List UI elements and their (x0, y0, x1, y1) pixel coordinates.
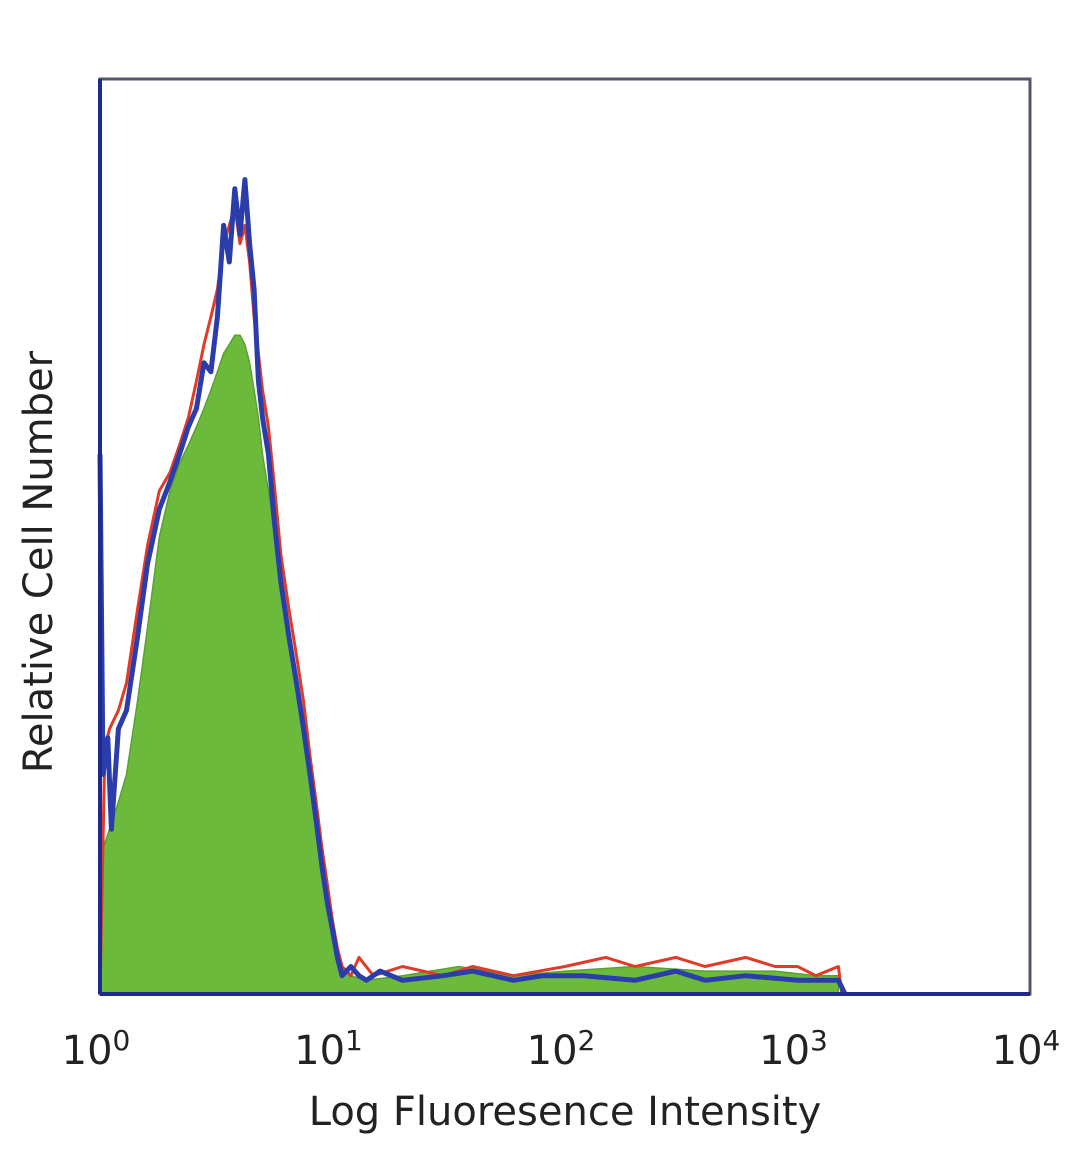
histogram-red-series (98, 205, 844, 995)
histogram-blue-series (97, 177, 848, 996)
x-tick-label: 104 (992, 1024, 1061, 1074)
x-axis-title: Log Fluoresence Intensity (309, 1089, 822, 1135)
x-tick-label: 102 (527, 1024, 596, 1074)
x-tick-label: 100 (62, 1024, 131, 1074)
x-tick-labels: 100 101 102 103 104 (62, 1024, 1061, 1074)
x-tick-label: 101 (294, 1024, 363, 1074)
y-axis-title: Relative Cell Number (16, 350, 62, 773)
x-tick-label: 103 (759, 1024, 828, 1074)
